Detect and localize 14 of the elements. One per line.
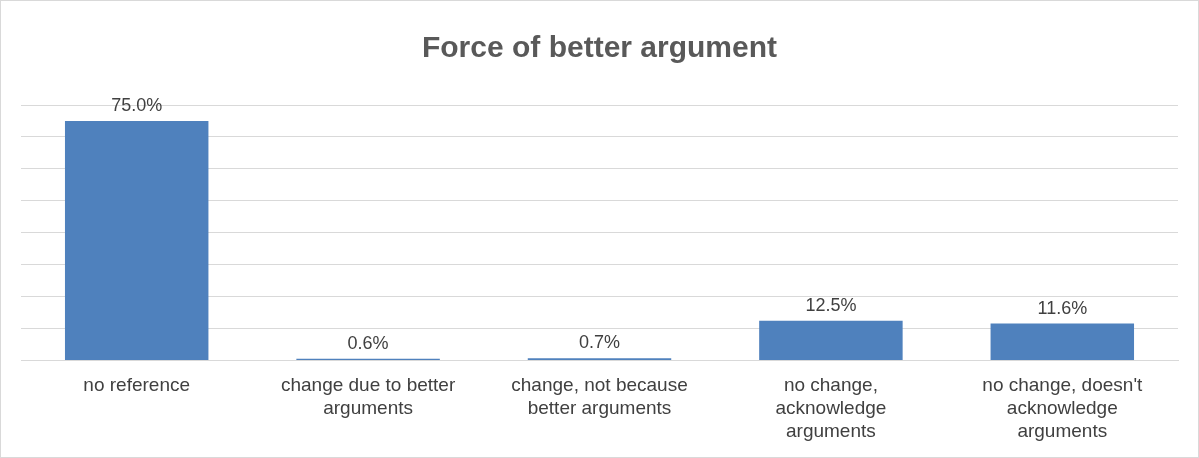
bar — [759, 320, 903, 361]
data-label: 75.0% — [111, 94, 163, 115]
x-tick-label: change due to better arguments — [280, 374, 456, 419]
x-tick-label: change, not because better arguments — [511, 374, 688, 419]
bar — [64, 120, 209, 361]
chart-title: Force of better argument — [421, 30, 778, 64]
x-tick-label: no change, doesn't acknowledge arguments — [982, 374, 1144, 441]
x-tick-label: no reference — [83, 374, 191, 396]
data-label: 0.7% — [578, 332, 621, 353]
data-label: 12.5% — [805, 294, 857, 315]
data-label: 11.6% — [1037, 297, 1088, 318]
x-tick-label: no change, acknowledge arguments — [775, 374, 887, 441]
data-label: 0.6% — [347, 332, 389, 353]
bar — [990, 323, 1135, 361]
